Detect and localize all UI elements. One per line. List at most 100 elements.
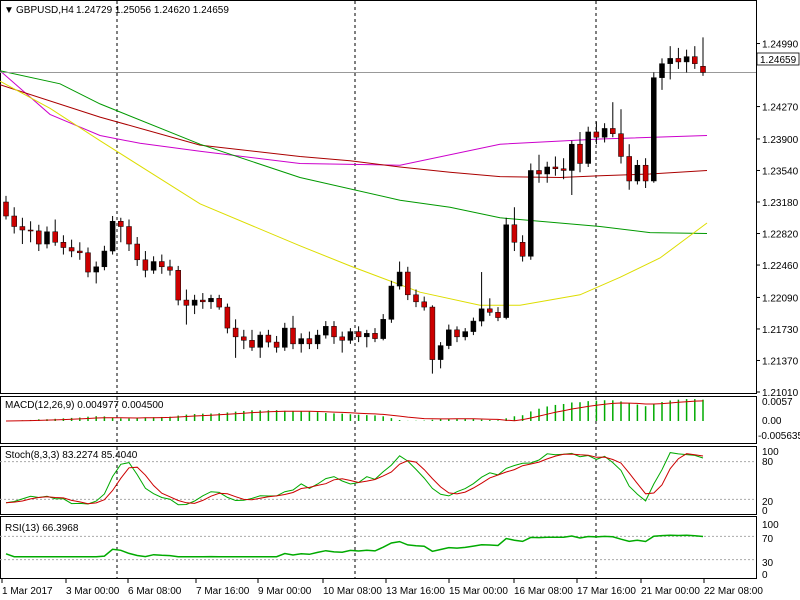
- candle-body: [659, 63, 665, 78]
- ma_mid-line: [0, 84, 708, 179]
- candle-body: [470, 320, 477, 332]
- candle-body: [700, 66, 706, 73]
- candle-body: [692, 56, 698, 64]
- stoch-pane: [0, 446, 757, 515]
- candle-body: [487, 308, 493, 313]
- candle-body: [585, 131, 591, 164]
- candle-body: [183, 299, 190, 306]
- rsi-pane: [0, 516, 757, 579]
- stoch-label: Stoch(8,3,3) 83.2274 85.4040: [5, 450, 138, 461]
- candle-body: [437, 345, 444, 360]
- time-tick-label: 17 Mar 16:00: [577, 586, 636, 597]
- time-tick-label: 13 Mar 16:00: [386, 586, 445, 597]
- rsi-indicator: [0, 534, 756, 561]
- moving-averages: [0, 70, 708, 306]
- candle-body: [232, 327, 239, 338]
- candle-body: [142, 259, 149, 271]
- candle-body: [60, 242, 67, 248]
- candle-body: [429, 306, 436, 360]
- candle-body: [577, 143, 583, 164]
- candle-body: [11, 215, 17, 227]
- time-tick-label: 1 Mar 2017: [2, 586, 53, 597]
- price-tick-label: 1.21370: [762, 356, 799, 367]
- candle-body: [396, 271, 403, 287]
- candle-body: [249, 340, 255, 348]
- candle-body: [446, 329, 452, 346]
- candle-body: [405, 271, 411, 296]
- candle-body: [150, 261, 157, 271]
- candle-body: [421, 301, 427, 308]
- candle-body: [306, 338, 313, 345]
- candle-body: [675, 58, 682, 63]
- ma_slow-line: [0, 80, 708, 306]
- price-axis: 1.24990 1.24270 1.23900 1.23540 1.23180 1.228…: [756, 40, 799, 399]
- candle-body: [27, 229, 34, 232]
- ma_fast-line: [0, 70, 708, 234]
- rsi-lower-label: 30: [762, 558, 774, 569]
- candle-body: [109, 221, 116, 252]
- candle-body: [208, 298, 214, 303]
- macd-pane: [0, 396, 757, 444]
- time-tick-label: 10 Mar 08:00: [323, 586, 382, 597]
- time-tick-label: 15 Mar 00:00: [449, 586, 508, 597]
- candle-body: [347, 331, 354, 341]
- candle-body: [241, 336, 247, 341]
- time-tick-label: 22 Mar 08:00: [704, 586, 763, 597]
- time-tick-label: 6 Mar 08:00: [128, 586, 182, 597]
- macd-top-label: 0.0057: [762, 397, 793, 408]
- macd-zero-label: 0.00: [762, 416, 782, 427]
- candle-body: [364, 333, 370, 338]
- stoch-bottom-label: 0: [762, 506, 768, 517]
- candle-body: [44, 231, 50, 245]
- candle-body: [93, 266, 99, 273]
- macd-bottom-label: -0.005635: [758, 431, 800, 442]
- candle-body: [552, 166, 559, 169]
- rsi-line: [5, 534, 704, 558]
- candle-body: [380, 319, 386, 339]
- price-tick-label: 1.21730: [762, 325, 799, 336]
- candle-body: [3, 201, 9, 217]
- price-tick-label: 1.23540: [762, 166, 799, 177]
- candle-body: [413, 294, 419, 303]
- price-tick-label: 1.23180: [762, 198, 799, 209]
- chart-ohlc: 1.24729 1.25056 1.24620 1.24659: [76, 5, 229, 16]
- candle-body: [560, 168, 567, 171]
- candle-body: [388, 285, 395, 320]
- current-price-label: 1.24659: [760, 55, 797, 66]
- candle-body: [610, 128, 616, 134]
- candle-body: [642, 164, 649, 182]
- price-tick-label: 1.24270: [762, 103, 799, 114]
- candle-body: [503, 224, 509, 318]
- candle-body: [331, 326, 337, 338]
- candle-body: [528, 170, 534, 257]
- main-pane: [0, 0, 757, 394]
- candle-body: [265, 334, 272, 343]
- macd-label: MACD(12,26,9) 0.004977 0.004500: [5, 400, 164, 411]
- macd-indicator: [5, 399, 704, 422]
- candle-body: [19, 226, 26, 231]
- time-tick-label: 7 Mar 16:00: [196, 586, 250, 597]
- candle-body: [314, 334, 321, 345]
- time-tick-label: 21 Mar 00:00: [641, 586, 700, 597]
- candle-body: [544, 166, 550, 175]
- candle-body: [52, 231, 58, 243]
- time-tick-label: 9 Mar 00:00: [258, 586, 312, 597]
- candle-body: [216, 298, 222, 308]
- candle-body: [134, 243, 140, 261]
- price-tick-label: 1.23900: [762, 135, 799, 146]
- candle-body: [36, 230, 42, 245]
- stoch-indicator: [0, 452, 756, 506]
- stoch-lower-label: 20: [762, 497, 774, 508]
- time-tick-label: 16 Mar 08:00: [514, 586, 573, 597]
- candle-body: [601, 128, 608, 138]
- candle-body: [126, 226, 132, 245]
- candle-body: [68, 247, 75, 252]
- candle-body: [569, 143, 575, 171]
- candle-body: [191, 299, 198, 306]
- macd-signal-line: [5, 400, 704, 422]
- candle-body: [224, 306, 231, 329]
- candle-body: [339, 336, 345, 341]
- candle-body: [519, 242, 526, 257]
- stoch-upper-label: 80: [762, 457, 774, 468]
